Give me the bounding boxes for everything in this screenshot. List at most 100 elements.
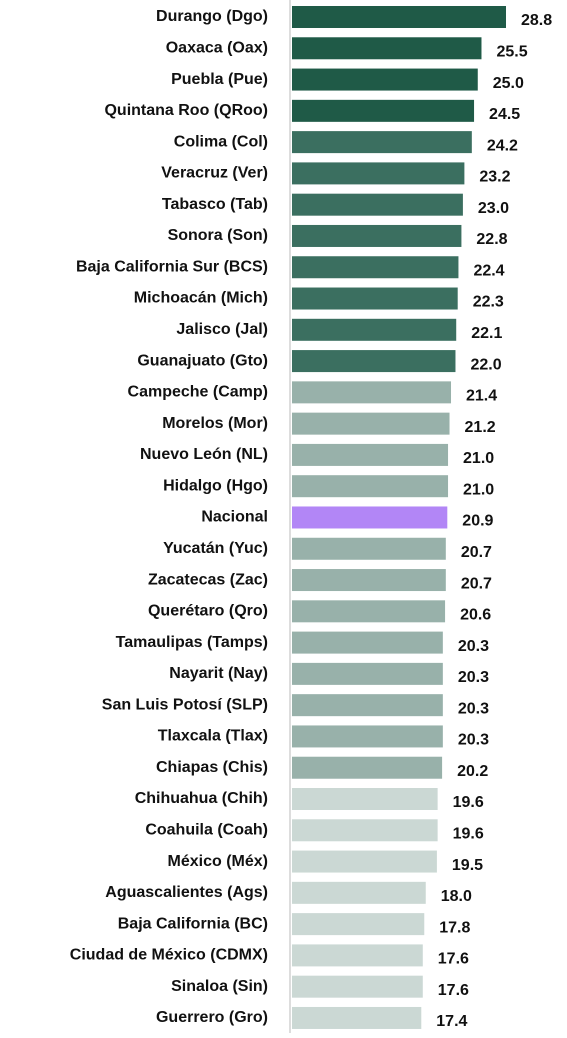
value-label: 20.3 [458, 732, 489, 749]
value-label: 17.6 [438, 982, 469, 999]
category-label: Zacatecas (Zac) [148, 571, 268, 588]
value-label: 18.0 [441, 888, 472, 905]
category-label: Baja California (BC) [118, 915, 268, 932]
value-label: 19.6 [453, 825, 484, 842]
value-label: 20.7 [461, 575, 492, 592]
category-label: México (Méx) [168, 853, 268, 870]
category-label: Quintana Roo (QRoo) [104, 102, 268, 119]
category-label: Querétaro (Qro) [148, 603, 268, 620]
bar [292, 68, 478, 91]
value-label: 21.0 [463, 481, 494, 498]
category-label: Baja California Sur (BCS) [76, 258, 268, 275]
value-label: 24.5 [489, 106, 520, 123]
category-label: Tamaulipas (Tamps) [116, 634, 268, 651]
bar [292, 975, 423, 998]
category-label: Oaxaca (Oax) [166, 39, 268, 56]
value-label: 19.6 [453, 794, 484, 811]
bar [292, 1006, 422, 1029]
bar [292, 99, 475, 122]
value-label: 20.7 [461, 544, 492, 561]
value-label: 28.8 [521, 12, 552, 29]
bar [292, 287, 458, 310]
value-label: 21.0 [463, 450, 494, 467]
category-label: Veracruz (Ver) [161, 165, 268, 182]
bar [292, 569, 446, 592]
bar [292, 506, 448, 529]
value-label: 22.4 [473, 262, 504, 279]
value-label: 20.3 [458, 700, 489, 717]
category-label: Jalisco (Jal) [176, 321, 268, 338]
value-label: 25.0 [493, 75, 524, 92]
bar [292, 600, 446, 623]
bar [292, 162, 465, 185]
bar [292, 37, 482, 60]
category-label: Colima (Col) [174, 133, 268, 150]
bar [292, 6, 506, 28]
value-label: 25.5 [496, 43, 527, 60]
bar [292, 725, 443, 748]
bar [292, 193, 463, 216]
value-label: 24.2 [487, 137, 518, 154]
category-label: Hidalgo (Hgo) [163, 477, 268, 494]
value-label: 23.0 [478, 200, 509, 217]
value-label: 22.8 [476, 231, 507, 248]
value-label: 22.3 [473, 294, 504, 311]
bar [292, 788, 438, 810]
value-label: 21.4 [466, 388, 497, 405]
bar [292, 256, 459, 279]
category-label: Chihuahua (Chih) [135, 790, 268, 807]
value-label: 17.6 [438, 951, 469, 968]
category-label: Michoacán (Mich) [134, 290, 268, 307]
bar [292, 537, 446, 560]
category-label: Puebla (Pue) [171, 71, 268, 88]
value-label: 17.8 [439, 919, 470, 936]
bar [292, 631, 443, 654]
value-label: 20.3 [458, 669, 489, 686]
value-label: 21.2 [465, 419, 496, 436]
bar [292, 662, 443, 685]
category-label: San Luis Potosí (SLP) [102, 696, 268, 713]
category-label: Tlaxcala (Tlax) [158, 728, 268, 745]
category-label: Nuevo León (NL) [140, 446, 268, 463]
value-label: 20.3 [458, 638, 489, 655]
value-label: 20.6 [460, 607, 491, 624]
value-label: 17.4 [436, 1013, 467, 1030]
category-label: Guanajuato (Gto) [137, 352, 268, 369]
category-label: Coahuila (Coah) [145, 821, 268, 838]
value-label: 23.2 [479, 169, 510, 186]
bar [292, 694, 443, 717]
bar [292, 475, 449, 498]
bar [292, 819, 438, 842]
value-label: 19.5 [452, 857, 483, 874]
category-label: Guerrero (Gro) [156, 1009, 268, 1026]
bar [292, 881, 426, 904]
bar [292, 944, 423, 967]
category-label: Yucatán (Yuc) [163, 540, 268, 557]
bar [292, 850, 437, 873]
value-label: 22.1 [471, 325, 502, 342]
category-label: Ciudad de México (CDMX) [70, 947, 268, 964]
category-label: Nayarit (Nay) [169, 665, 268, 682]
category-label: Campeche (Camp) [128, 384, 268, 401]
bar [292, 381, 452, 404]
category-label: Chiapas (Chis) [156, 759, 268, 776]
value-label: 20.9 [462, 513, 493, 530]
bar [292, 131, 472, 154]
bar [292, 443, 449, 466]
bar [292, 350, 456, 373]
bar [292, 412, 450, 435]
category-label: Tabasco (Tab) [162, 196, 268, 213]
bar [292, 318, 457, 341]
category-label: Sonora (Son) [168, 227, 268, 244]
category-label: Sinaloa (Sin) [171, 978, 268, 995]
value-label: 20.2 [457, 763, 488, 780]
category-label: Morelos (Mor) [162, 415, 268, 432]
value-label: 22.0 [470, 356, 501, 373]
bar [292, 756, 443, 779]
category-label: Durango (Dgo) [156, 8, 268, 25]
category-label: Aguascalientes (Ags) [105, 884, 268, 901]
bar [292, 913, 425, 936]
category-label: Nacional [201, 509, 268, 526]
bar [292, 224, 462, 247]
